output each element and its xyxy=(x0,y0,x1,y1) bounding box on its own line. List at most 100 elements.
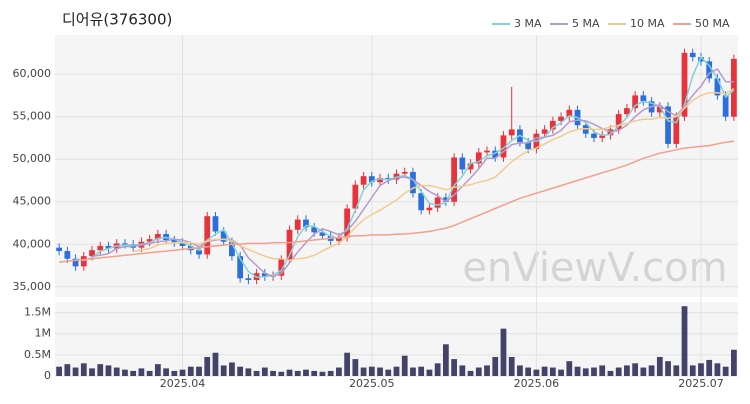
y-tick-label: 0.5M xyxy=(24,348,51,361)
candle-body xyxy=(229,241,235,257)
candle-body xyxy=(656,106,663,113)
candle-body xyxy=(731,58,737,117)
candle-body xyxy=(237,256,244,279)
volume-bar xyxy=(385,369,392,376)
candle-body xyxy=(368,176,375,183)
candle-body xyxy=(385,177,392,180)
candle-body xyxy=(105,245,112,249)
candle-body xyxy=(56,247,62,252)
candle-body xyxy=(377,177,383,183)
candle-body xyxy=(410,171,416,194)
volume-bar xyxy=(56,366,62,376)
candle-body xyxy=(146,239,153,242)
candle-body xyxy=(286,229,293,260)
y-tick-label: 35,000 xyxy=(13,280,52,293)
volume-bar xyxy=(615,367,622,376)
candle-body xyxy=(459,157,466,170)
candle-body xyxy=(442,197,449,202)
volume-bar xyxy=(656,356,663,376)
volume-bar xyxy=(591,367,597,376)
x-tick-label: 2025.04 xyxy=(160,377,206,390)
candle-body xyxy=(492,150,499,158)
candle-body xyxy=(566,109,573,117)
candle-body xyxy=(97,245,104,251)
volume-bar xyxy=(426,369,433,376)
candle-body xyxy=(632,95,639,109)
y-tick-label: 1M xyxy=(35,327,52,340)
volume-bar xyxy=(327,370,334,376)
volume-bar xyxy=(154,364,161,376)
volume-bar xyxy=(393,366,400,376)
volume-bar xyxy=(237,366,244,376)
candle-body xyxy=(582,125,589,134)
volume-bar xyxy=(500,328,507,376)
volume-bar xyxy=(368,366,375,376)
ma-line xyxy=(133,87,735,262)
volume-bar xyxy=(179,369,186,376)
volume-bar xyxy=(624,365,630,376)
candle-body xyxy=(311,227,318,233)
candle-body xyxy=(278,259,285,276)
x-tick-label: 2025.06 xyxy=(514,377,560,390)
candle-body xyxy=(418,193,425,211)
volume-bar xyxy=(599,365,606,376)
volume-bar xyxy=(484,365,490,376)
volume-bar xyxy=(163,368,169,376)
candle-body xyxy=(722,95,729,117)
volume-bar xyxy=(89,368,95,376)
candle-body xyxy=(122,243,128,245)
volume-bar xyxy=(336,367,342,376)
y-tick-label: 1.5M xyxy=(24,306,51,319)
volume-bar xyxy=(253,370,260,376)
candle-body xyxy=(401,171,408,174)
candle-body xyxy=(624,108,630,115)
candle-body xyxy=(426,207,433,211)
volume-bar xyxy=(475,367,482,376)
volume-bar xyxy=(508,356,515,376)
candle-body xyxy=(665,106,671,144)
candle-body xyxy=(681,52,688,117)
volume-bar xyxy=(673,365,680,376)
candle-body xyxy=(303,219,309,228)
y-tick-label: 60,000 xyxy=(13,67,52,80)
candle-body xyxy=(352,184,359,209)
volume-bar xyxy=(146,370,153,376)
candle-body xyxy=(591,133,597,138)
volume-bar xyxy=(187,366,194,376)
volume-bar xyxy=(731,349,737,376)
volume-bar xyxy=(261,367,268,376)
candle-body xyxy=(698,57,704,62)
candle-body xyxy=(434,197,441,208)
volume-bar xyxy=(558,369,564,376)
volume-bar xyxy=(434,363,441,376)
candle-body xyxy=(360,176,367,185)
candle-body xyxy=(245,278,252,280)
candle-body xyxy=(640,95,647,102)
candle-body xyxy=(500,135,507,158)
volume-bar xyxy=(681,306,688,376)
volume-bar xyxy=(352,359,359,376)
volume-bar xyxy=(492,356,499,376)
volume-bar xyxy=(566,361,573,376)
candle-body xyxy=(706,61,713,79)
y-tick-label: 45,000 xyxy=(13,195,52,208)
volume-bar xyxy=(122,369,128,376)
volume-bar xyxy=(607,370,614,376)
volume-panel xyxy=(55,302,738,376)
volume-bar xyxy=(698,363,704,376)
volume-bar xyxy=(245,368,252,376)
volume-bar xyxy=(451,359,457,376)
candle-body xyxy=(171,240,178,243)
volume-bar xyxy=(467,370,474,376)
volume-bar xyxy=(204,356,211,376)
volume-bar xyxy=(665,361,671,376)
volume-bar xyxy=(418,366,425,376)
volume-bar xyxy=(113,367,120,376)
volume-bar xyxy=(64,364,71,376)
candle-body xyxy=(336,237,342,241)
volume-bar xyxy=(303,369,309,376)
volume-bar xyxy=(344,352,351,376)
volume-bar xyxy=(714,363,721,376)
ma-line xyxy=(59,140,734,263)
